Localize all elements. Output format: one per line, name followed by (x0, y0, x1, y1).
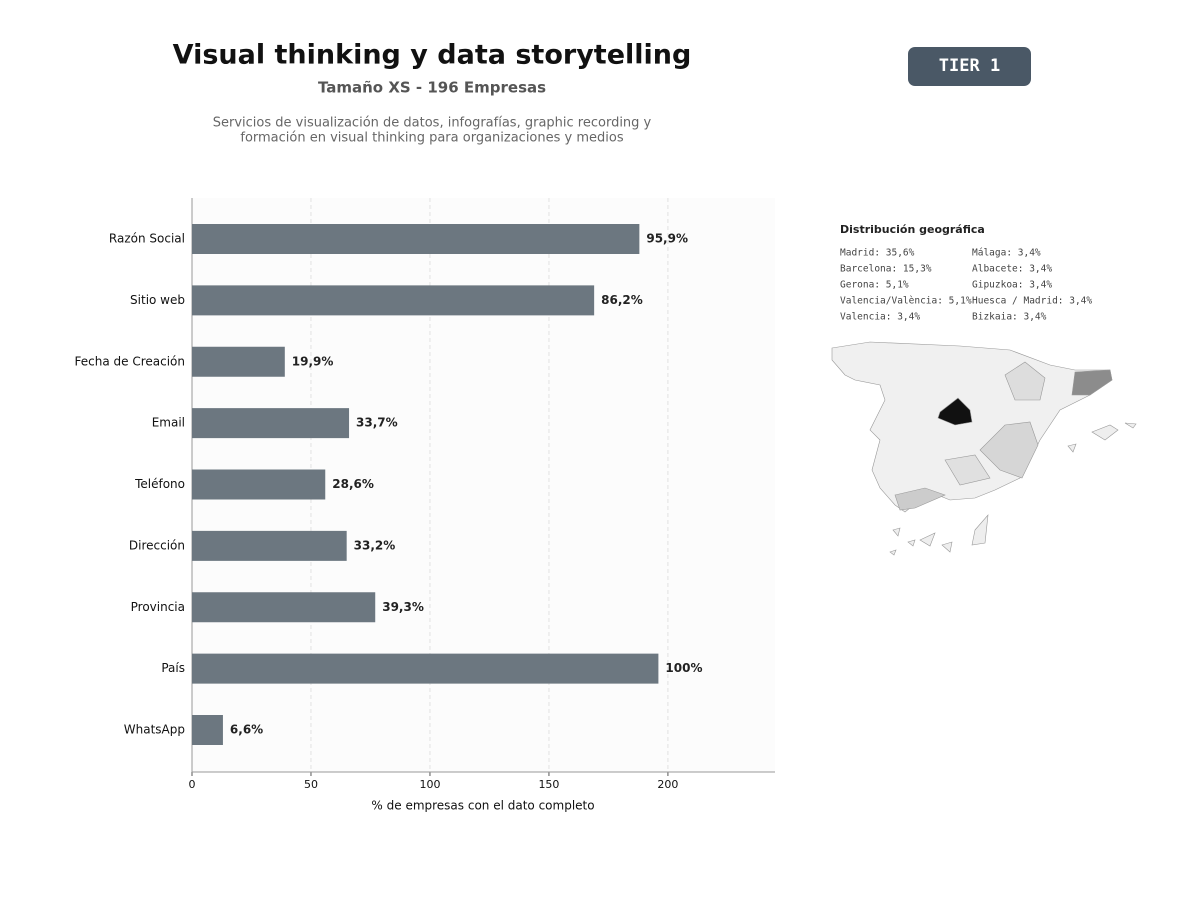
x-tick-label: 200 (657, 778, 678, 791)
value-label: 19,9% (292, 354, 334, 368)
value-label: 39,3% (382, 600, 424, 614)
map-region (944, 454, 991, 486)
map-region (1071, 369, 1113, 396)
y-tick-label: Dirección (129, 538, 185, 552)
value-label: 33,2% (354, 538, 396, 552)
map-islands (1067, 422, 1137, 453)
geo-item: Albacete: 3,4% (972, 264, 1052, 275)
y-tick-label: WhatsApp (124, 723, 185, 737)
bar (192, 592, 376, 623)
geo-title: Distribución geográfica (840, 223, 985, 236)
map-region (979, 421, 1039, 479)
x-tick-label: 100 (419, 778, 440, 791)
badge (908, 47, 1031, 86)
geo-item: Gipuzkoa: 3,4% (972, 280, 1052, 291)
x-axis-label: % de empresas con el dato completo (371, 799, 594, 813)
y-tick-label: Sitio web (130, 293, 185, 307)
x-tick-label: 0 (189, 778, 196, 791)
value-label: 100% (665, 661, 702, 675)
bar (192, 715, 223, 745)
bar (192, 285, 595, 316)
value-label: 28,6% (332, 477, 374, 491)
geo-item: Huesca / Madrid: 3,4% (972, 296, 1092, 307)
bar (192, 469, 326, 500)
geo-item: Barcelona: 15,3% (840, 264, 932, 275)
value-label: 95,9% (646, 232, 688, 246)
title: Visual thinking y data storytelling (173, 40, 692, 71)
bar (192, 408, 350, 439)
map (831, 341, 1137, 556)
map-canarias (889, 514, 989, 556)
x-tick-label: 150 (538, 778, 559, 791)
bar (192, 653, 659, 684)
geo-item: Gerona: 5,1% (840, 280, 909, 291)
subtitle: Tamaño XS - 196 Empresas (318, 79, 546, 97)
description: Servicios de visualización de datos, inf… (213, 116, 652, 131)
bar (192, 224, 640, 254)
value-label: 33,7% (356, 416, 398, 430)
map-madrid (937, 397, 973, 426)
geo-item: Valencia/València: 5,1% (840, 296, 972, 307)
bar (192, 530, 347, 561)
geo-item: Madrid: 35,6% (840, 248, 915, 259)
y-tick-label: País (161, 661, 185, 675)
y-tick-label: Razón Social (109, 232, 185, 246)
bar (192, 346, 285, 377)
y-tick-label: Teléfono (134, 477, 185, 491)
geo-item: Valencia: 3,4% (840, 312, 920, 323)
value-label: 6,6% (230, 723, 263, 737)
y-tick-label: Provincia (131, 600, 185, 614)
y-tick-label: Fecha de Creación (75, 354, 185, 368)
description: formación en visual thinking para organi… (240, 131, 623, 146)
badge-label: TIER 1 (939, 56, 1000, 76)
map-spain (831, 341, 1113, 513)
value-label: 86,2% (601, 293, 643, 307)
map-region (1004, 361, 1046, 401)
x-tick-label: 50 (304, 778, 318, 791)
geo-item: Bizkaia: 3,4% (972, 312, 1047, 323)
map-region (894, 487, 946, 511)
geo-item: Málaga: 3,4% (972, 248, 1041, 259)
y-tick-label: Email (152, 416, 185, 430)
